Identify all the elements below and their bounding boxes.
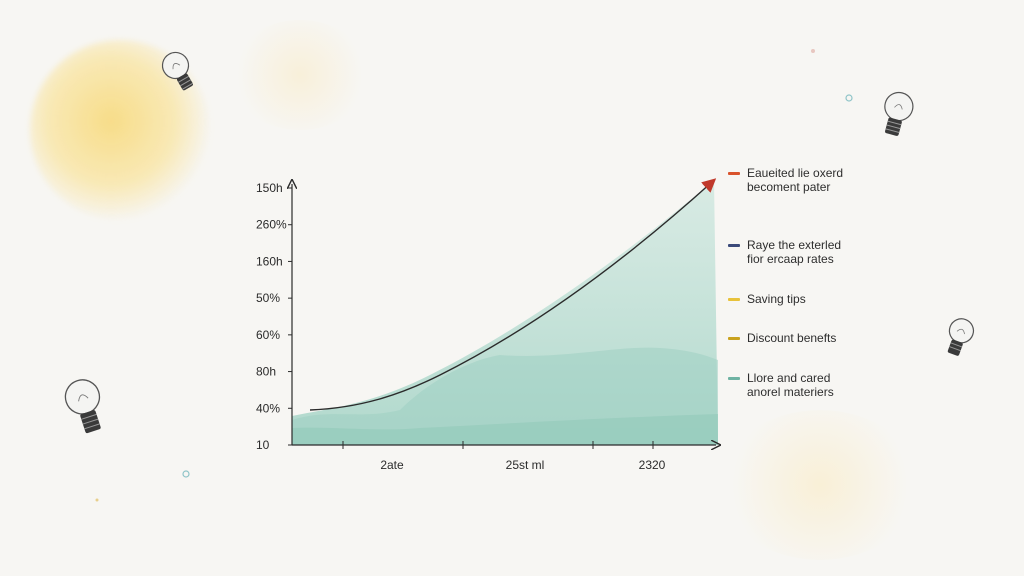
area-band-bottom (292, 414, 718, 445)
y-tick-label: 160h (256, 254, 283, 268)
legend-swatch (728, 377, 740, 380)
y-tick-label: 40% (256, 401, 280, 415)
legend-swatch (728, 244, 740, 247)
legend-label: Eaueited lie oxerd becoment pater (747, 166, 844, 194)
legend-swatch (728, 298, 740, 301)
legend-swatch (728, 172, 740, 175)
y-tick-label: 150h (256, 181, 283, 195)
x-tick-label: 25st ml (506, 458, 545, 472)
trend-line (309, 178, 717, 411)
legend-label: Llore and cared anorel materiers (747, 371, 834, 399)
lightbulb-icon (161, 51, 193, 91)
lightbulb-icon (947, 318, 975, 356)
legend-label: Discount benefts (747, 331, 837, 345)
x-tick-label: 2ate (380, 458, 404, 472)
x-tick-label: 2320 (639, 458, 666, 472)
legend-swatch (728, 337, 740, 340)
y-tick-label: 260% (256, 218, 287, 232)
y-tick-label: 60% (256, 328, 280, 342)
y-tick-label: 50% (256, 291, 280, 305)
faint-watercolor-blob (230, 20, 370, 130)
legend-label: Raye the exterled fior ercaap rates (747, 238, 842, 266)
y-tick-label: 10 (256, 438, 270, 452)
legend-label: Saving tips (747, 292, 806, 306)
y-tick-label: 80h (256, 365, 276, 379)
lightbulb-icon (64, 379, 101, 434)
faint-watercolor-blob (720, 410, 920, 560)
lightbulb-icon (884, 91, 914, 136)
